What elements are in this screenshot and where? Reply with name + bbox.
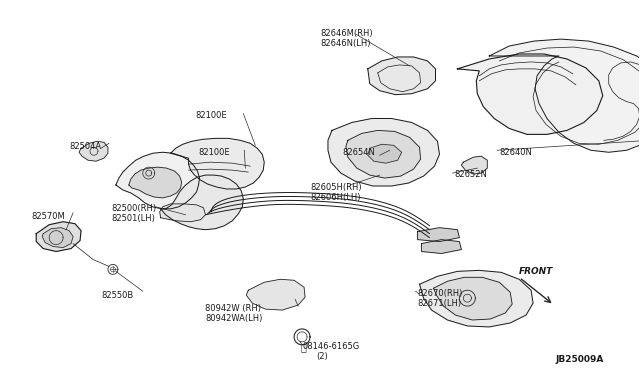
Text: (2): (2) [316, 352, 328, 361]
Text: 82671(LH): 82671(LH) [417, 299, 461, 308]
Polygon shape [489, 39, 640, 152]
Text: 80942WA(LH): 80942WA(LH) [205, 314, 263, 323]
Polygon shape [417, 228, 460, 241]
Polygon shape [161, 175, 243, 230]
Text: 82550B: 82550B [101, 291, 133, 300]
Text: 80942W (RH): 80942W (RH) [205, 304, 262, 313]
Text: 82500(RH): 82500(RH) [111, 204, 156, 213]
Text: JB25009A: JB25009A [555, 355, 604, 364]
Text: 82100E: 82100E [196, 110, 227, 119]
Polygon shape [42, 228, 73, 247]
Text: 82570M: 82570M [31, 212, 65, 221]
Polygon shape [79, 141, 108, 161]
Text: 82605H(RH): 82605H(RH) [310, 183, 362, 192]
Text: 82670(RH): 82670(RH) [417, 289, 463, 298]
Polygon shape [461, 156, 487, 174]
Polygon shape [346, 131, 420, 178]
Text: 82652N: 82652N [454, 170, 487, 179]
Polygon shape [420, 270, 533, 327]
Polygon shape [116, 152, 200, 209]
Text: 82606H(LH): 82606H(LH) [310, 193, 360, 202]
Polygon shape [36, 222, 81, 251]
Text: 82501(LH): 82501(LH) [111, 214, 155, 223]
Polygon shape [458, 54, 603, 134]
Polygon shape [368, 144, 402, 163]
Polygon shape [160, 204, 205, 222]
Polygon shape [129, 167, 182, 198]
Text: 82504A: 82504A [69, 142, 101, 151]
Text: 82654N: 82654N [342, 148, 375, 157]
Polygon shape [246, 279, 305, 310]
Text: 82646M(RH): 82646M(RH) [320, 29, 372, 38]
Text: 82100E: 82100E [198, 148, 230, 157]
Text: 08146-6165G: 08146-6165G [302, 342, 359, 351]
Text: FRONT: FRONT [519, 267, 554, 276]
Polygon shape [171, 138, 264, 189]
Text: Ⓢ: Ⓢ [300, 342, 306, 352]
Polygon shape [368, 57, 435, 95]
Text: 82640N: 82640N [499, 148, 532, 157]
Polygon shape [328, 119, 440, 186]
Polygon shape [433, 277, 512, 320]
Text: 82646N(LH): 82646N(LH) [320, 39, 371, 48]
Polygon shape [422, 240, 461, 253]
